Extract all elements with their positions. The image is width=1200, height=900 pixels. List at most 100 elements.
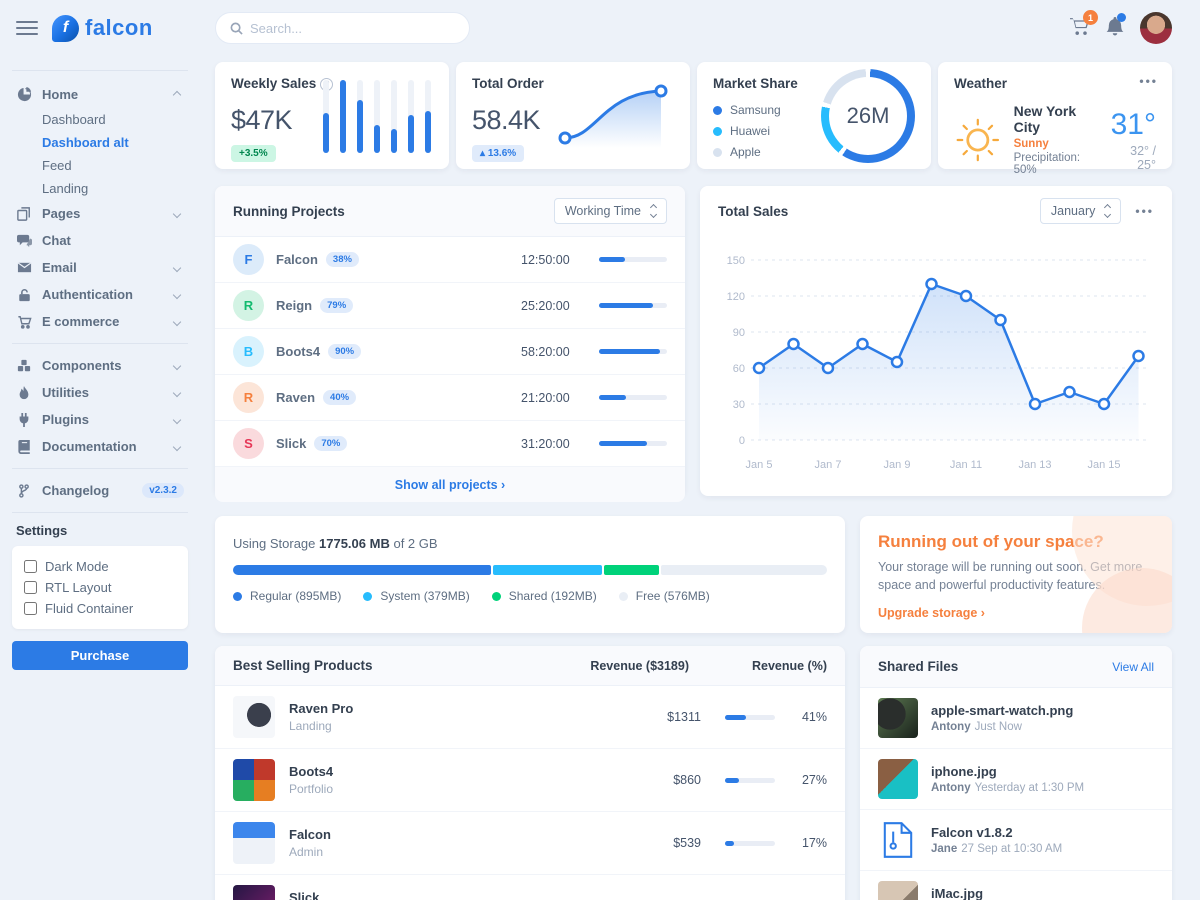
file-name[interactable]: iMac.jpg [931, 886, 984, 900]
working-time-select[interactable]: Working Time [553, 198, 667, 224]
svg-text:30: 30 [732, 399, 744, 411]
cart-button[interactable]: 1 [1070, 10, 1098, 39]
fluid-container-checkbox[interactable] [24, 602, 37, 615]
file-name[interactable]: Falcon v1.8.2 [931, 825, 1013, 840]
file-archive-icon [878, 820, 918, 860]
product-thumbnail [233, 885, 275, 900]
components-icon [16, 359, 32, 373]
caret-up-icon: ▴ [480, 148, 486, 159]
sidebar-item-ecommerce[interactable]: E commerce [12, 308, 188, 335]
rtl-layout-toggle[interactable]: RTL Layout [24, 577, 176, 598]
svg-text:150: 150 [726, 255, 744, 267]
product-thumbnail [233, 696, 275, 738]
purchase-button[interactable]: Purchase [12, 641, 188, 670]
upgrade-storage-link[interactable]: Upgrade storage › [878, 606, 985, 621]
notifications-button[interactable] [1106, 13, 1126, 39]
product-category[interactable]: Landing [289, 719, 332, 733]
chevron-down-icon [172, 209, 182, 218]
dark-mode-toggle[interactable]: Dark Mode [24, 556, 176, 577]
sidebar-item-home[interactable]: Home [12, 81, 188, 108]
falcon-logo-icon: f [52, 14, 79, 42]
month-select[interactable]: January [1039, 198, 1122, 224]
legend-item: Huawei [713, 124, 915, 138]
svg-text:Jan 5: Jan 5 [745, 459, 772, 471]
file-author: Jane [931, 843, 958, 855]
product-name[interactable]: Falcon [289, 827, 331, 842]
sidebar-divider [12, 343, 188, 344]
sidebar-item-label: E commerce [42, 314, 120, 329]
version-badge: v2.3.2 [142, 483, 184, 498]
sidebar-item-components[interactable]: Components [12, 352, 188, 379]
weekly-sales-bar-chart [323, 80, 431, 153]
product-revenue: $860 [673, 773, 701, 787]
file-time: Yesterday at 1:30 PM [974, 782, 1085, 794]
file-author: Antony [931, 721, 971, 733]
search-input[interactable] [250, 20, 455, 36]
project-name[interactable]: Falcon [276, 252, 318, 267]
sidebar-item-authentication[interactable]: Authentication [12, 281, 188, 308]
sidebar-item-landing[interactable]: Landing [42, 181, 89, 196]
card-menu-icon[interactable]: ••• [1139, 74, 1158, 88]
file-row: iphone.jpg Antony Yesterday at 1:30 PM [860, 749, 1172, 810]
weekly-sales-change-badge: +3.5% [231, 145, 276, 162]
sidebar-item-chat[interactable]: Chat [12, 227, 188, 254]
product-name[interactable]: Raven Pro [289, 701, 354, 716]
product-category[interactable]: Portfolio [289, 782, 334, 796]
project-progress-bar [599, 303, 667, 308]
project-progress-bar [599, 257, 667, 262]
project-row: R Raven 40% 21:20:00 [215, 375, 685, 421]
search-box[interactable] [215, 12, 470, 44]
sidebar-item-documentation[interactable]: Documentation [12, 433, 188, 460]
donut-center-value: 26M [829, 76, 907, 155]
legend-dot [713, 126, 722, 136]
project-name[interactable]: Reign [276, 298, 313, 313]
running-projects-card: Running Projects Working Time F Falcon 3… [215, 186, 685, 502]
user-avatar[interactable] [1140, 12, 1172, 44]
sidebar-item-dashboard-alt[interactable]: Dashboard alt [42, 135, 129, 150]
show-all-projects-link[interactable]: Show all projects › [394, 478, 506, 492]
weather-temperature: 31° [1110, 107, 1156, 141]
checkbox-label: RTL Layout [45, 580, 112, 595]
weather-precipitation: Precipitation: 50% [1013, 152, 1081, 176]
svg-text:Jan 11: Jan 11 [949, 459, 981, 471]
sidebar-item-feed[interactable]: Feed [42, 158, 72, 173]
view-all-link[interactable]: View All [1112, 659, 1154, 674]
sidebar-item-label: Authentication [42, 287, 133, 302]
chevron-down-icon [172, 415, 182, 424]
product-row: Raven Pro Landing $1311 41% [215, 686, 845, 749]
sidebar-item-email[interactable]: Email [12, 254, 188, 281]
svg-text:Jan 13: Jan 13 [1018, 459, 1051, 471]
project-name[interactable]: Boots4 [276, 344, 321, 359]
sidebar-item-utilities[interactable]: Utilities [12, 379, 188, 406]
sidebar-item-changelog[interactable]: Changelog v2.3.2 [12, 477, 188, 504]
sidebar-item-pages[interactable]: Pages [12, 200, 188, 227]
rtl-layout-checkbox[interactable] [24, 581, 37, 594]
card-title: Total Sales [718, 203, 789, 219]
file-name[interactable]: iphone.jpg [931, 764, 997, 779]
project-name[interactable]: Raven [276, 390, 316, 405]
file-name[interactable]: apple-smart-watch.png [931, 703, 1074, 718]
brand-logo[interactable]: f falcon [52, 14, 153, 42]
sidebar-item-dashboard[interactable]: Dashboard [42, 112, 106, 127]
card-menu-icon[interactable]: ••• [1135, 204, 1154, 218]
chevron-down-icon [172, 290, 182, 299]
hamburger-menu-icon[interactable] [16, 17, 38, 39]
market-share-legend: Samsung Huawei Apple [713, 103, 915, 159]
product-name[interactable]: Slick [289, 890, 320, 900]
main-content: Weekly Sales? $47K +3.5% Total Order 58.… [200, 56, 1200, 900]
total-order-change-badge: ▴ 13.6% [472, 145, 525, 162]
fluid-container-toggle[interactable]: Fluid Container [24, 598, 176, 619]
project-percent-badge: 40% [323, 390, 357, 405]
sidebar-item-plugins[interactable]: Plugins [12, 406, 188, 433]
product-category[interactable]: Admin [289, 845, 324, 859]
legend-item: Samsung [713, 103, 915, 117]
best-selling-products-card: Best Selling Products Revenue ($3189) Re… [215, 646, 845, 900]
dark-mode-checkbox[interactable] [24, 560, 37, 573]
product-percent: 17% [801, 836, 827, 850]
sidebar-item-label: Components [42, 358, 122, 373]
svg-text:Jan 9: Jan 9 [883, 459, 910, 471]
total-sales-card: Total Sales January ••• 150 120 90 60 30 0 Jan… [700, 186, 1172, 496]
product-name[interactable]: Boots4 [289, 764, 334, 779]
chevron-down-icon [172, 263, 182, 272]
project-name[interactable]: Slick [276, 436, 307, 451]
